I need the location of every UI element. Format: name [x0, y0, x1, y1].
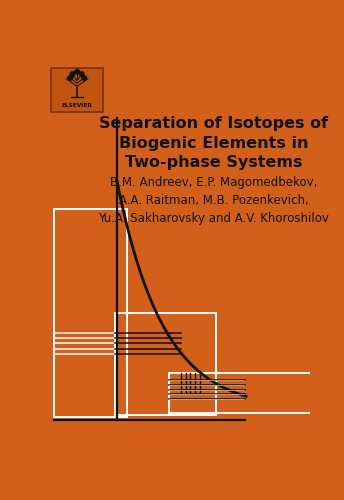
Text: B.M. Andreev, E.P. Magomedbekov,
A.A. Raitman, M.B. Pozenkevich,
Yu.A. Sakharovs: B.M. Andreev, E.P. Magomedbekov, A.A. Ra…	[98, 176, 329, 226]
Bar	[169, 372, 343, 412]
Text: Separation of Isotopes of
Biogenic Elements in
Two-phase Systems: Separation of Isotopes of Biogenic Eleme…	[99, 116, 328, 170]
Circle shape	[79, 72, 84, 76]
Bar	[115, 312, 216, 415]
Text: ELSEVIER: ELSEVIER	[62, 103, 93, 108]
Circle shape	[68, 76, 73, 80]
Circle shape	[70, 72, 75, 76]
Circle shape	[82, 76, 86, 80]
Bar	[51, 68, 104, 112]
Bar	[54, 208, 128, 416]
Circle shape	[75, 70, 79, 74]
